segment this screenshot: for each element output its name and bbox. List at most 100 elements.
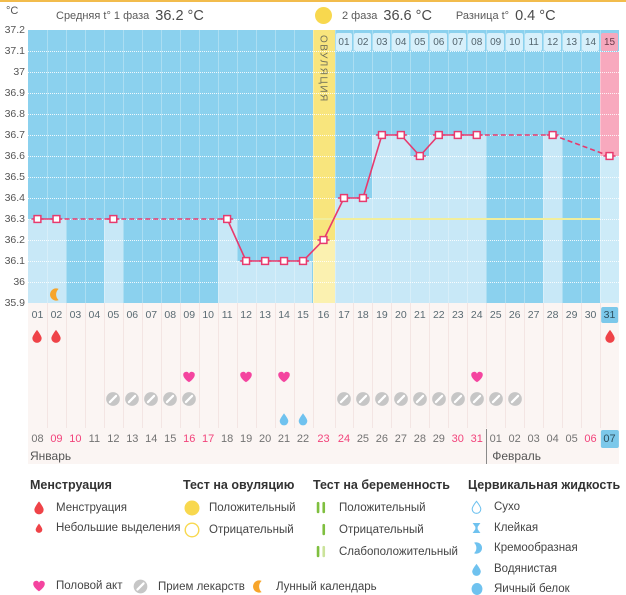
temp-point-marker[interactable]	[453, 130, 462, 140]
measured-day-bar[interactable]	[353, 198, 373, 303]
phase2-day-box[interactable]: 06	[430, 33, 448, 51]
cycle-day-label[interactable]: 10	[202, 309, 215, 321]
cycle-day-label[interactable]: 31	[600, 307, 619, 323]
calendar-date[interactable]: 28	[413, 433, 426, 445]
medication-marker[interactable]	[182, 392, 197, 407]
current-day-band[interactable]	[600, 52, 619, 156]
phase2-day-box[interactable]: 12	[544, 33, 562, 51]
cycle-day-label[interactable]: 17	[338, 309, 350, 321]
cycle-day-label[interactable]: 06	[126, 309, 139, 321]
medication-marker[interactable]	[374, 392, 389, 407]
phase2-day-box[interactable]: 09	[487, 33, 505, 51]
phase2-day-box[interactable]: 15	[601, 33, 618, 51]
medication-marker[interactable]	[144, 392, 159, 407]
calendar-date[interactable]: 10	[69, 433, 82, 445]
calendar-date[interactable]: 07	[600, 430, 619, 448]
calendar-date[interactable]: 16	[183, 433, 196, 445]
phase2-day-box[interactable]: 14	[582, 33, 600, 51]
intercourse-marker[interactable]	[181, 370, 197, 384]
phase2-day-box[interactable]: 02	[354, 33, 372, 51]
calendar-date[interactable]: 04	[546, 433, 559, 445]
cycle-day-label[interactable]: 11	[221, 309, 233, 321]
cycle-day-label[interactable]: 23	[451, 309, 464, 321]
calendar-date[interactable]: 01	[489, 433, 502, 445]
calendar-date[interactable]: 30	[451, 433, 464, 445]
cycle-day-label[interactable]: 07	[145, 309, 158, 321]
calendar-date[interactable]: 27	[394, 433, 407, 445]
cycle-day-label[interactable]: 18	[357, 309, 369, 321]
temp-point-marker[interactable]	[319, 235, 328, 245]
temp-point-marker[interactable]	[279, 256, 289, 266]
calendar-date[interactable]: 25	[356, 433, 370, 445]
phase2-day-box[interactable]: 11	[525, 33, 543, 51]
calendar-date[interactable]: 11	[88, 433, 101, 445]
cycle-day-label[interactable]: 20	[395, 309, 407, 321]
calendar-date[interactable]: 13	[126, 433, 139, 445]
cycle-day-label[interactable]: 13	[259, 309, 271, 321]
cervical-fluid-marker[interactable]	[297, 412, 310, 427]
ovulation-band[interactable]	[312, 30, 335, 303]
temp-point-marker[interactable]	[415, 151, 425, 161]
calendar-date[interactable]: 29	[432, 433, 445, 445]
phase2-day-box[interactable]: 04	[392, 33, 410, 51]
calendar-date[interactable]: 31	[470, 433, 483, 445]
calendar-date[interactable]: 08	[31, 433, 44, 445]
medication-marker[interactable]	[469, 392, 484, 407]
cycle-day-label[interactable]: 16	[317, 309, 330, 321]
temp-point-marker[interactable]	[260, 256, 270, 266]
cycle-day-label[interactable]: 24	[470, 309, 483, 321]
temp-point-marker[interactable]	[33, 214, 42, 224]
intercourse-marker[interactable]	[469, 370, 485, 384]
temp-point-marker[interactable]	[472, 130, 481, 140]
calendar-date[interactable]: 09	[50, 433, 63, 445]
calendar-date[interactable]: 14	[145, 433, 158, 445]
temp-point-marker[interactable]	[377, 130, 387, 140]
calendar-date[interactable]: 24	[337, 433, 351, 445]
temp-point-marker[interactable]	[109, 214, 118, 224]
intercourse-marker[interactable]	[238, 370, 254, 384]
calendar-date[interactable]: 17	[202, 433, 215, 445]
calendar-date[interactable]: 19	[239, 433, 253, 445]
cycle-day-label[interactable]: 02	[50, 309, 63, 321]
medication-marker[interactable]	[450, 392, 465, 407]
cycle-day-label[interactable]: 08	[164, 309, 177, 321]
cycle-day-label[interactable]: 26	[508, 309, 521, 321]
calendar-date[interactable]: 20	[258, 433, 272, 445]
calendar-date[interactable]: 02	[508, 433, 521, 445]
cycle-day-label[interactable]: 25	[489, 309, 502, 321]
medication-marker[interactable]	[125, 392, 140, 407]
phase2-day-box[interactable]: 13	[563, 33, 581, 51]
calendar-date[interactable]: 22	[296, 433, 310, 445]
cycle-day-label[interactable]: 30	[584, 309, 597, 321]
medication-marker[interactable]	[336, 392, 351, 407]
cycle-day-label[interactable]: 21	[414, 309, 426, 321]
cycle-day-label[interactable]: 19	[376, 309, 388, 321]
phase2-day-box[interactable]: 07	[449, 33, 467, 51]
temp-point-marker[interactable]	[434, 130, 443, 140]
phase2-day-box[interactable]: 01	[335, 33, 353, 51]
medication-marker[interactable]	[393, 392, 408, 407]
calendar-date[interactable]: 23	[317, 433, 330, 445]
medication-marker[interactable]	[412, 392, 427, 407]
calendar-date[interactable]: 12	[107, 433, 120, 445]
temp-point-marker[interactable]	[396, 130, 406, 140]
measured-day-bar[interactable]	[410, 156, 430, 303]
cycle-day-label[interactable]: 22	[432, 309, 445, 321]
cycle-day-label[interactable]: 05	[107, 309, 120, 321]
calendar-date[interactable]: 21	[277, 433, 291, 445]
cycle-day-label[interactable]: 01	[31, 309, 44, 321]
menstruation-marker[interactable]	[603, 329, 617, 344]
temp-point-marker[interactable]	[605, 151, 614, 161]
temp-point-marker[interactable]	[339, 193, 349, 203]
temp-point-marker[interactable]	[298, 256, 308, 266]
cycle-day-label[interactable]: 28	[546, 309, 559, 321]
medication-marker[interactable]	[431, 392, 446, 407]
temp-point-marker[interactable]	[358, 193, 368, 203]
phase2-day-box[interactable]: 08	[468, 33, 486, 51]
intercourse-marker[interactable]	[276, 370, 292, 384]
phase2-day-box[interactable]: 03	[373, 33, 391, 51]
measured-day-bar[interactable]	[334, 198, 354, 303]
cycle-day-label[interactable]: 12	[240, 309, 252, 321]
menstruation-marker[interactable]	[49, 329, 63, 344]
calendar-date[interactable]: 26	[375, 433, 389, 445]
